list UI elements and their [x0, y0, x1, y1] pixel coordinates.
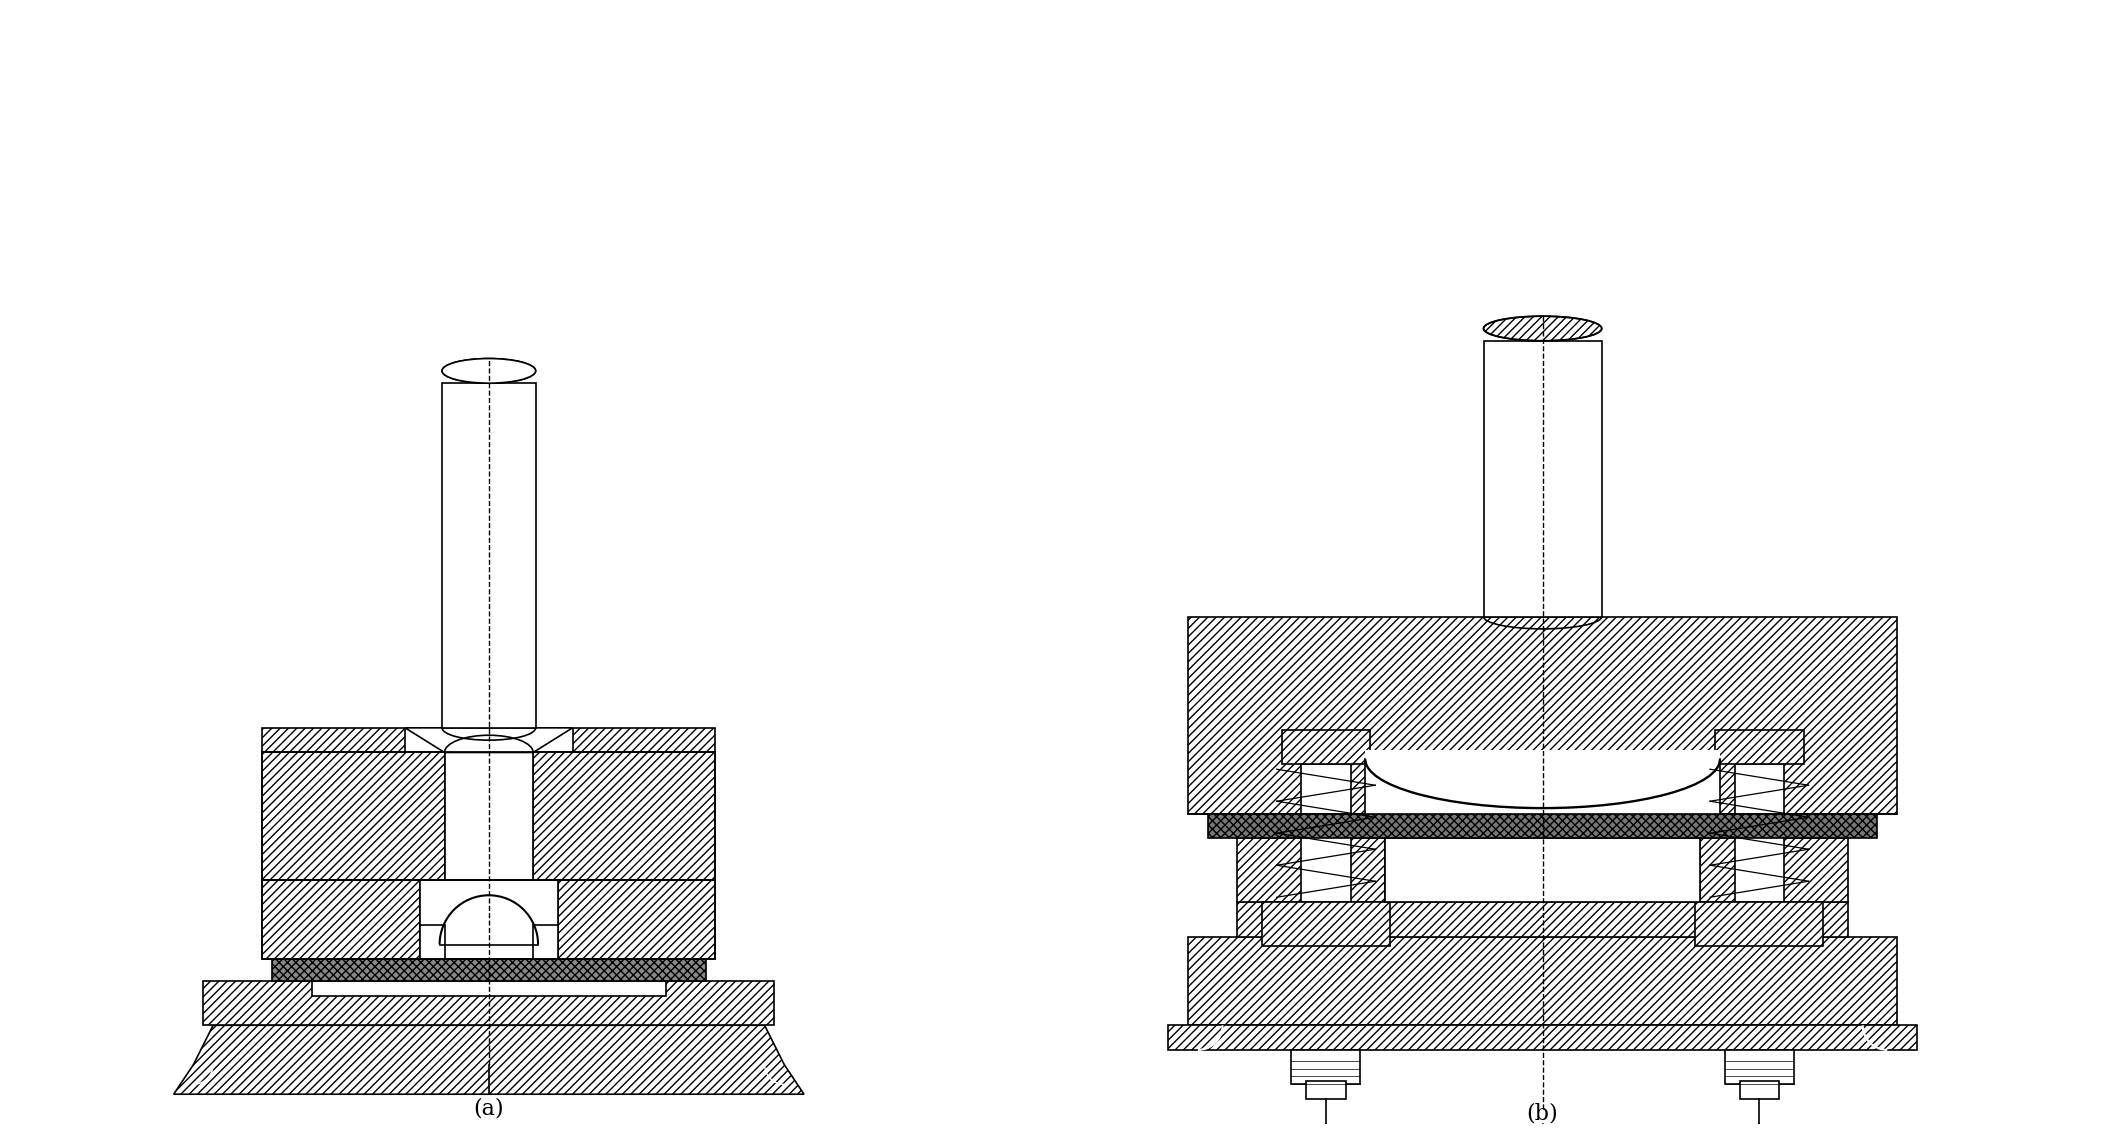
Bar — [557, 880, 714, 959]
Text: (b): (b) — [1526, 1103, 1558, 1125]
Bar — [421, 880, 557, 959]
Bar — [1290, 1050, 1361, 1084]
Bar — [261, 880, 714, 959]
Bar — [421, 925, 444, 959]
Bar — [1735, 764, 1784, 903]
Polygon shape — [406, 728, 572, 753]
Bar — [1282, 730, 1371, 764]
Bar — [1365, 750, 1720, 813]
Bar — [313, 981, 665, 996]
Ellipse shape — [442, 358, 536, 383]
Ellipse shape — [442, 358, 536, 383]
Bar — [1301, 764, 1350, 903]
Bar — [1188, 617, 1896, 813]
Bar — [1739, 1082, 1779, 1099]
Bar — [272, 959, 706, 981]
Bar — [572, 728, 714, 753]
Bar — [1724, 1050, 1794, 1084]
Bar — [1484, 341, 1601, 617]
Ellipse shape — [1484, 316, 1601, 341]
Bar — [1263, 903, 1390, 947]
Bar — [204, 981, 774, 1025]
Text: (a): (a) — [474, 1098, 504, 1120]
Bar — [444, 753, 534, 880]
Bar — [261, 753, 714, 880]
Bar — [261, 753, 444, 880]
Bar — [1701, 838, 1847, 903]
Bar — [261, 880, 421, 959]
Bar — [261, 728, 406, 753]
Bar — [1237, 838, 1384, 903]
Bar — [1237, 903, 1847, 937]
Polygon shape — [174, 1025, 804, 1094]
Bar — [1694, 903, 1824, 947]
Bar — [1716, 730, 1803, 764]
Bar — [1169, 1025, 1918, 1050]
Bar — [442, 383, 536, 728]
Bar — [534, 925, 557, 959]
Bar — [1305, 1082, 1346, 1099]
Bar — [1188, 937, 1896, 1025]
Bar — [534, 753, 714, 880]
Bar — [1208, 813, 1877, 838]
Bar — [1384, 838, 1701, 903]
